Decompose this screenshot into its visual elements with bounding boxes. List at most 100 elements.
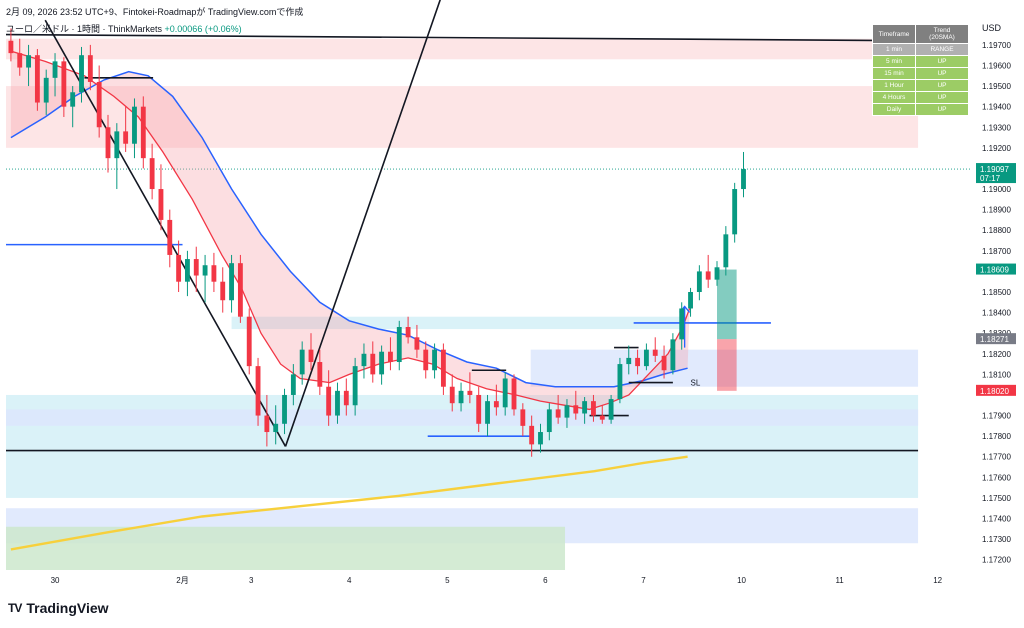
price-label-text: 1.18020 xyxy=(980,387,1009,396)
candle-body xyxy=(52,61,58,78)
currency-label[interactable]: USD xyxy=(982,23,1002,33)
price-tick-label: 1.18400 xyxy=(982,309,1011,318)
trend-row-timeframe: 1 min xyxy=(872,43,916,56)
ma-fast-line xyxy=(10,50,691,411)
candle-body xyxy=(8,40,14,54)
candle-body xyxy=(476,394,482,424)
candle-body xyxy=(635,357,641,367)
tradingview-logo-text: TradingView xyxy=(26,600,109,616)
time-tick-label: 30 xyxy=(51,576,60,585)
candle-body xyxy=(290,374,296,395)
price-tick-label: 1.19400 xyxy=(982,103,1011,112)
position-stop-zone xyxy=(717,339,737,391)
annotation-label: SL xyxy=(691,379,701,388)
ma-slow-line xyxy=(10,70,688,388)
trend-row: 15 min UP xyxy=(872,67,969,80)
ma-cloud xyxy=(10,51,690,410)
price-tick-label: 1.17200 xyxy=(982,556,1011,565)
candle-body xyxy=(264,415,270,433)
price-tick-label: 1.18800 xyxy=(982,226,1011,235)
price-tick-label: 1.19300 xyxy=(982,123,1011,132)
candle-body xyxy=(220,281,226,301)
candle-body xyxy=(123,131,129,144)
price-change: +0.00066 (+0.06%) xyxy=(164,24,242,34)
candle-body xyxy=(388,351,393,363)
candle-body xyxy=(599,415,605,420)
price-label-text: 1.19097 xyxy=(980,165,1009,174)
candle-body xyxy=(573,405,579,414)
candle-body xyxy=(326,386,332,416)
candle-body xyxy=(529,425,535,445)
candle-body xyxy=(79,55,84,93)
position-target-zone xyxy=(717,269,737,340)
tradingview-logo-icon: TV xyxy=(8,601,22,615)
price-tick-label: 1.17800 xyxy=(982,432,1011,441)
candle-body xyxy=(405,327,411,338)
zone-rect xyxy=(231,316,683,330)
candle-body xyxy=(485,401,490,424)
price-tick-label: 1.17700 xyxy=(982,453,1011,462)
candle-body xyxy=(591,401,596,416)
trend-row-value: UP xyxy=(915,103,969,116)
candle-body xyxy=(70,92,76,107)
ma-long-line xyxy=(10,455,688,551)
candle-body xyxy=(502,378,508,408)
candle-body xyxy=(158,189,164,220)
candle-body xyxy=(361,353,367,367)
price-label-countdown: 07:17 xyxy=(980,174,1001,183)
candle-body xyxy=(299,349,305,375)
zone-rect xyxy=(6,526,566,570)
candle-body xyxy=(273,423,279,433)
position-tool-layer xyxy=(717,269,737,391)
symbol-title[interactable]: ユーロ／米ドル · 1時間 · ThinkMarkets xyxy=(6,24,163,34)
candle-body xyxy=(458,390,464,404)
candle-body xyxy=(670,339,676,371)
candle-body xyxy=(705,271,711,280)
candle-body xyxy=(661,355,667,371)
trend-row-value: UP xyxy=(915,91,969,104)
price-tick-label: 1.19500 xyxy=(982,82,1011,91)
candle-body xyxy=(414,337,420,350)
trend-line xyxy=(5,33,919,42)
candle-body xyxy=(511,378,517,410)
trend-row-timeframe: 15 min xyxy=(872,67,916,80)
candle-body xyxy=(132,106,137,144)
price-tick-label: 1.18200 xyxy=(982,350,1011,359)
price-tick-label: 1.18500 xyxy=(982,288,1011,297)
candle-body xyxy=(255,366,261,416)
candle-body xyxy=(714,267,720,280)
candle-body xyxy=(732,189,738,235)
candle-body xyxy=(114,131,120,159)
zone-rect xyxy=(6,86,919,148)
candle-body xyxy=(308,349,314,363)
price-tick-label: 1.17500 xyxy=(982,494,1011,503)
candle-body xyxy=(423,349,429,371)
price-label-text: 1.18271 xyxy=(980,335,1009,344)
price-tick-label: 1.18700 xyxy=(982,247,1011,256)
trend-table: Timeframe Trend (20SMA) 1 min RANGE 5 mi… xyxy=(872,24,969,116)
candle-body xyxy=(167,219,173,255)
time-tick-label: 12 xyxy=(933,576,942,585)
candle-body xyxy=(652,349,658,356)
candle-body xyxy=(741,169,746,190)
trend-row: Daily UP xyxy=(872,103,969,116)
trend-row: 1 Hour UP xyxy=(872,79,969,92)
price-tick-label: 1.19000 xyxy=(982,185,1011,194)
candle-body xyxy=(193,259,199,276)
candle-body xyxy=(61,61,67,107)
candle-layer xyxy=(8,28,746,457)
trend-row-value: UP xyxy=(915,79,969,92)
candle-body xyxy=(564,405,570,418)
trend-row-value: RANGE xyxy=(915,43,969,56)
tradingview-logo[interactable]: TV TradingView xyxy=(8,600,109,616)
candle-body xyxy=(176,254,182,282)
price-tick-label: 1.19600 xyxy=(982,61,1011,70)
candle-body xyxy=(440,349,446,387)
candle-body xyxy=(520,409,526,426)
trend-row: 5 min UP xyxy=(872,55,969,68)
candle-body xyxy=(317,362,323,387)
moving-average-layer xyxy=(10,50,691,551)
candle-body xyxy=(335,390,340,416)
candle-body xyxy=(96,81,102,128)
